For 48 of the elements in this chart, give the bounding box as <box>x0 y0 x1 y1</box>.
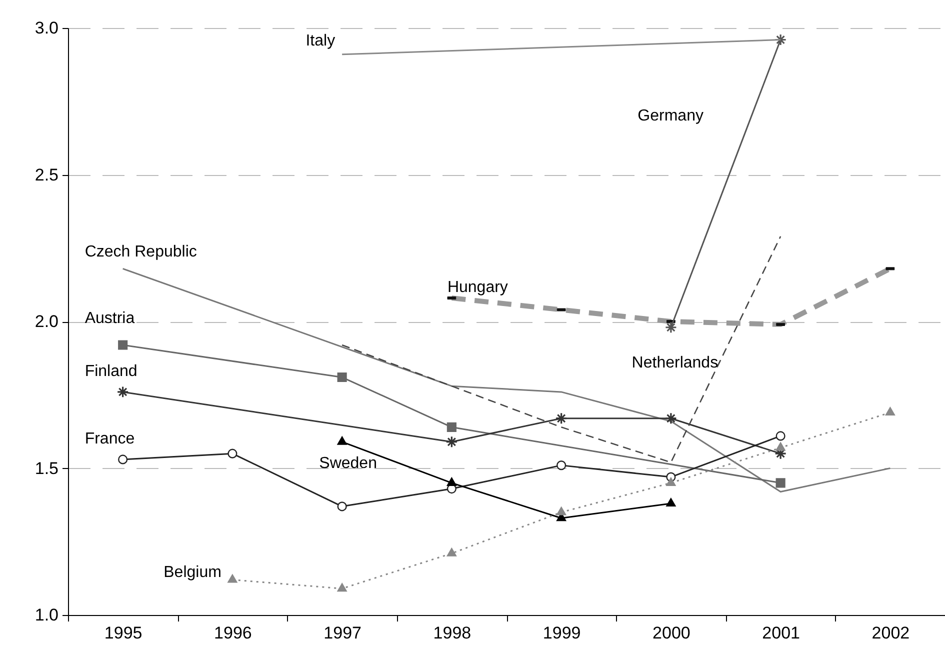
point <box>118 454 128 464</box>
point <box>664 412 677 424</box>
series-label: Czech Republic <box>84 244 197 261</box>
point <box>337 502 347 512</box>
point <box>446 436 458 448</box>
y-tick-label: 2.0 <box>34 312 58 331</box>
series-label: Hungary <box>447 279 508 296</box>
x-tick-label: 1996 <box>214 624 252 642</box>
point <box>776 478 786 488</box>
point <box>776 442 786 451</box>
point <box>556 506 566 516</box>
point <box>446 422 456 432</box>
series-label: Finland <box>84 362 138 380</box>
text: Germany <box>638 108 704 125</box>
point <box>555 412 568 424</box>
y-tick-label: 1.5 <box>34 458 58 478</box>
series-label: France <box>84 430 135 448</box>
point <box>116 386 129 398</box>
point <box>666 477 676 486</box>
point <box>337 436 347 445</box>
point <box>228 448 238 458</box>
y-tick-label: 2.5 <box>34 165 58 184</box>
y-tick-label: 1.0 <box>34 606 58 624</box>
point <box>446 477 456 486</box>
point <box>556 460 566 470</box>
x-tick-label: 2002 <box>872 624 910 642</box>
point <box>446 548 456 556</box>
x-tick-label: 1997 <box>324 624 362 642</box>
point <box>664 321 677 334</box>
x-tick-label: 1998 <box>433 624 472 642</box>
point <box>776 431 786 441</box>
point <box>774 34 787 46</box>
point <box>228 574 238 583</box>
x-tick-label: 1995 <box>104 624 142 642</box>
point <box>337 372 347 382</box>
series-label: Italy <box>306 32 336 50</box>
x-tick-label: 2000 <box>652 624 690 642</box>
point <box>118 340 128 350</box>
x-tick-label: 2001 <box>762 624 800 642</box>
x-tick-label: 1999 <box>542 624 581 642</box>
series-label: Austria <box>84 310 135 327</box>
point <box>666 498 676 506</box>
point <box>885 407 895 416</box>
series-label: Belgium <box>164 564 222 581</box>
series-label: Netherlands <box>632 354 718 372</box>
series-label: Sweden <box>319 454 377 472</box>
point <box>337 583 347 592</box>
y-tick-label: 3.0 <box>34 18 58 38</box>
